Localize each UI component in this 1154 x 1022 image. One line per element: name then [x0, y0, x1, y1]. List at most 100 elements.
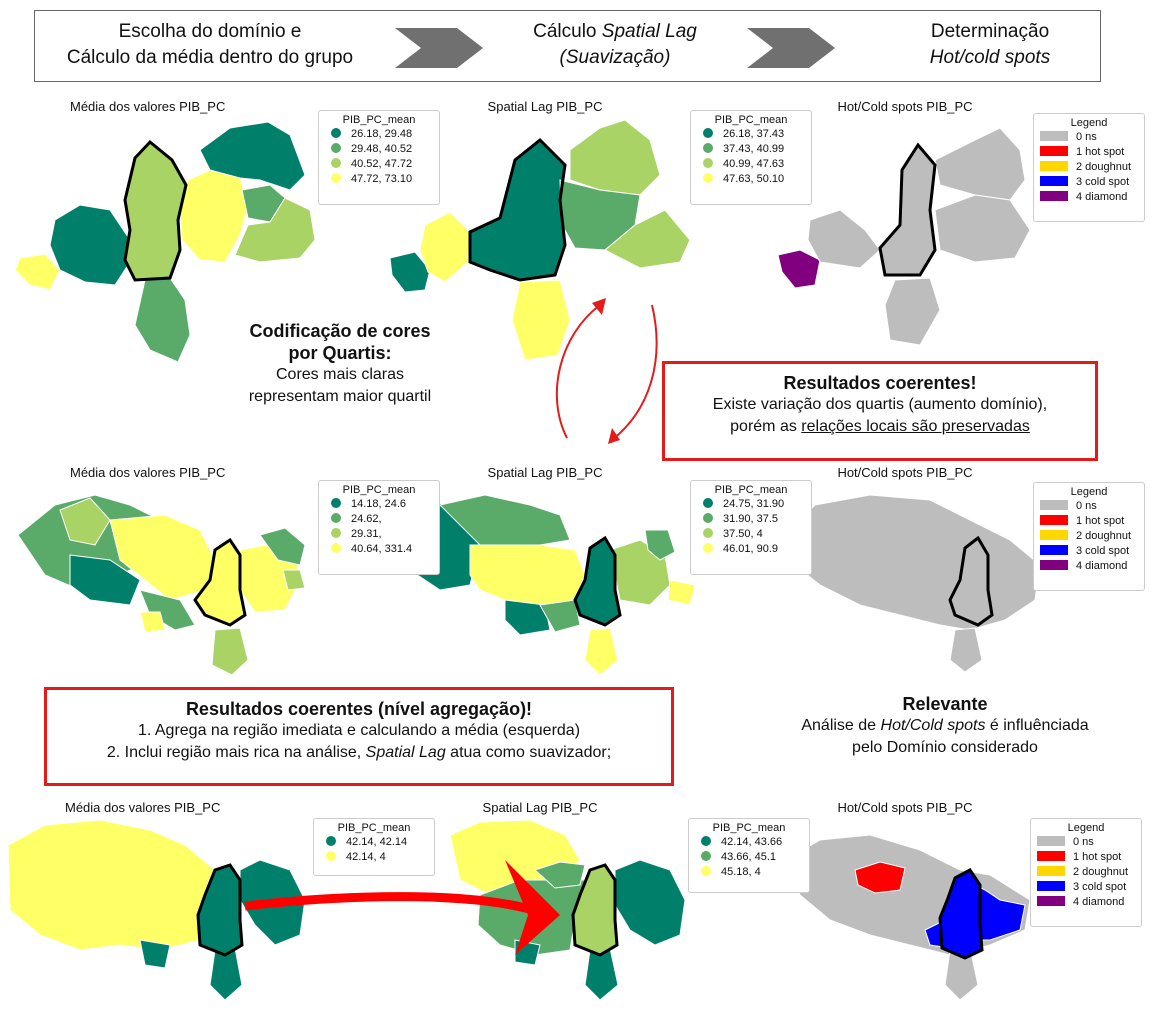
map-row2-lag — [394, 494, 696, 676]
flow-step-lag-text: Cálculo — [533, 21, 602, 42]
map-row3-mean — [7, 819, 306, 1001]
legend-label: 29.48, 40.52 — [351, 143, 413, 155]
legend-item: 29.31, — [325, 527, 433, 542]
legend-label: 45.18, 4 — [721, 866, 761, 878]
result-box-line: Existe variação dos quartis (aumento dom… — [712, 396, 1048, 413]
legend-label: 40.64, 331.4 — [351, 543, 413, 555]
flow-step-hotspots: Determinação Hot/cold spots — [885, 19, 1095, 71]
note-quartis-line: Cores mais claras — [275, 366, 405, 383]
legend-item: 0 ns — [1040, 130, 1138, 145]
legend-label: 4 diamond — [1076, 191, 1128, 203]
result-box-text: atua como suavizador; — [445, 744, 612, 761]
legend-label: 2 doughnut — [1073, 866, 1129, 878]
legend-label: 2 doughnut — [1076, 530, 1132, 542]
result-box-aggregation: Resultados coerentes (nível agregação)! … — [44, 687, 674, 786]
legend-item: 26.18, 37.43 — [697, 127, 805, 142]
legend-label: 0 ns — [1076, 500, 1097, 512]
arrowhead-icon — [592, 298, 606, 315]
legend-item: 46.01, 90.9 — [697, 542, 805, 557]
result-box-italic: Spatial Lag — [365, 744, 446, 761]
panel-title: Spatial Lag PIB_PC — [482, 800, 598, 815]
legend-item: 45.18, 4 — [695, 865, 803, 880]
panel-title: Spatial Lag PIB_PC — [487, 465, 603, 480]
legend-item: 40.99, 47.63 — [697, 157, 805, 172]
map-row1-mean — [14, 121, 316, 363]
note-relevante-text: Análise de — [801, 717, 881, 734]
legend-label: 4 diamond — [1073, 896, 1125, 908]
legend-item: 1 hot spot — [1040, 514, 1138, 529]
legend-label: 46.01, 90.9 — [723, 543, 779, 555]
map-row2-mean — [17, 494, 306, 676]
legend-item: 42.14, 43.66 — [695, 835, 803, 850]
legend-label: 1 hot spot — [1076, 146, 1125, 158]
panel-title: Hot/Cold spots PIB_PC — [837, 99, 973, 114]
legend-label: 40.99, 47.63 — [723, 158, 785, 170]
legend-label: 1 hot spot — [1076, 515, 1125, 527]
note-quartis-title: Codificação de cores — [249, 321, 431, 341]
legend-quartis: PIB_PC_mean 26.18, 37.43 37.43, 40.99 40… — [690, 110, 812, 205]
result-box-title: Resultados coerentes (nível agregação)! — [185, 699, 533, 719]
legend-item: 29.48, 40.52 — [325, 142, 433, 157]
legend-quartis: PIB_PC_mean 24.75, 31.90 31.90, 37.5 37.… — [690, 480, 812, 575]
result-box-line: 2. Inclui região mais rica na análise, S… — [47, 742, 671, 764]
map-row3-lag — [449, 819, 686, 1001]
flow-step-domain: Escolha do domínio e Cálculo da média de… — [45, 19, 375, 71]
legend-item: 2 doughnut — [1040, 160, 1138, 175]
legend-label: 4 diamond — [1076, 560, 1128, 572]
legend-title: PIB_PC_mean — [712, 822, 786, 834]
legend-item: 47.72, 73.10 — [325, 172, 433, 187]
flow-step-domain-line2: Cálculo da média dentro do grupo — [66, 47, 354, 68]
flow-step-domain-line1: Escolha do domínio e — [118, 21, 302, 42]
legend-item: 24.62, — [325, 512, 433, 527]
legend-item: 1 hot spot — [1040, 145, 1138, 160]
legend-hotspots: Legend 0 ns 1 hot spot 2 doughnut 3 cold… — [1033, 482, 1145, 591]
legend-item: 42.14, 42.14 — [320, 835, 428, 850]
legend-item: 31.90, 37.5 — [697, 512, 805, 527]
result-box-text: porém as — [730, 418, 802, 435]
legend-label: 29.31, — [351, 528, 382, 540]
map-row2-hot — [784, 494, 1041, 673]
process-flow-header: Escolha do domínio e Cálculo da média de… — [34, 10, 1101, 82]
legend-item: 0 ns — [1040, 499, 1138, 514]
legend-label: 47.63, 50.10 — [723, 173, 785, 185]
legend-item: 47.63, 50.10 — [697, 172, 805, 187]
map-row1-lag — [389, 119, 691, 361]
legend-label: 24.62, — [351, 513, 382, 525]
legend-hotspots: Legend 0 ns 1 hot spot 2 doughnut 3 cold… — [1033, 113, 1145, 222]
legend-label: 3 cold spot — [1076, 176, 1130, 188]
legend-label: 26.18, 29.48 — [351, 128, 413, 140]
note-relevante-title: Relevante — [902, 694, 988, 714]
legend-item: 24.75, 31.90 — [697, 497, 805, 512]
legend-item: 37.43, 40.99 — [697, 142, 805, 157]
legend-item: 43.66, 45.1 — [695, 850, 803, 865]
legend-label: 2 doughnut — [1076, 161, 1132, 173]
legend-label: 26.18, 37.43 — [723, 128, 785, 140]
result-box-coerentes: Resultados coerentes! Existe variação do… — [662, 361, 1098, 461]
legend-item: 37.50, 4 — [697, 527, 805, 542]
panel-title: Média dos valores PIB_PC — [70, 465, 226, 480]
legend-title: PIB_PC_mean — [342, 114, 416, 126]
note-relevante-italic: Hot/Cold spots — [880, 717, 986, 734]
map-row1-hot — [777, 127, 1031, 346]
legend-label: 42.14, 4 — [346, 851, 386, 863]
arrowhead-icon — [608, 428, 620, 444]
legend-label: 14.18, 24.6 — [351, 498, 407, 510]
legend-title: PIB_PC_mean — [342, 484, 416, 496]
legend-label: 1 hot spot — [1073, 851, 1122, 863]
flow-step-hot-line2: Hot/cold spots — [929, 47, 1051, 68]
legend-label: 0 ns — [1076, 131, 1097, 143]
result-box-line: porém as relações locais são preservadas — [665, 416, 1095, 438]
panel-title: Spatial Lag PIB_PC — [487, 99, 603, 114]
note-relevante-line: pelo Domínio considerado — [852, 739, 1038, 756]
legend-item: 42.14, 4 — [320, 850, 428, 865]
legend-title: Legend — [1070, 486, 1108, 498]
legend-item: 14.18, 24.6 — [325, 497, 433, 512]
smoothing-arrow — [244, 860, 560, 955]
legend-item: 2 doughnut — [1040, 529, 1138, 544]
legend-item: 4 diamond — [1040, 559, 1138, 574]
note-relevante-text: é influênciada — [985, 717, 1089, 734]
result-box-underlined: relações locais são preservadas — [801, 418, 1030, 435]
legend-title: PIB_PC_mean — [714, 484, 788, 496]
map-row3-hot — [784, 834, 1031, 1001]
